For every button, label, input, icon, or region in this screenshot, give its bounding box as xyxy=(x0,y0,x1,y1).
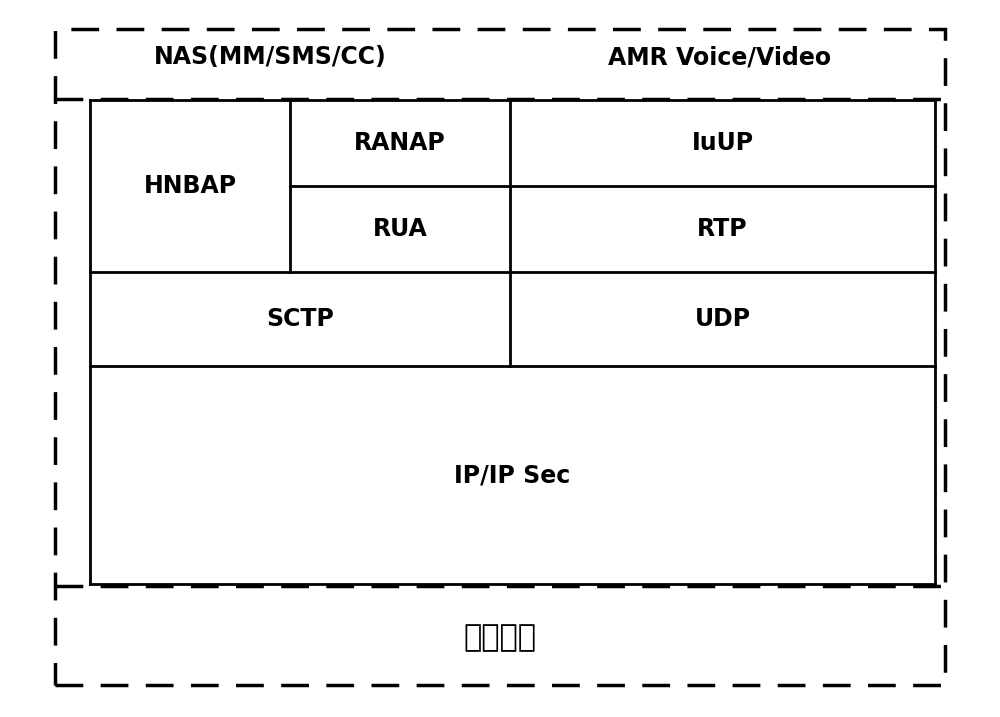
Text: IuUP: IuUP xyxy=(691,131,754,156)
Text: UDP: UDP xyxy=(694,307,751,331)
Text: RUA: RUA xyxy=(373,217,427,242)
Text: SCTP: SCTP xyxy=(266,307,334,331)
Text: NAS(MM/SMS/CC): NAS(MM/SMS/CC) xyxy=(154,45,386,70)
Text: AMR Voice/Video: AMR Voice/Video xyxy=(608,45,832,70)
Text: 底层协议: 底层协议 xyxy=(464,624,536,652)
Text: HNBAP: HNBAP xyxy=(143,174,237,199)
Text: IP/IP Sec: IP/IP Sec xyxy=(454,463,571,487)
Text: RTP: RTP xyxy=(697,217,748,242)
Text: RANAP: RANAP xyxy=(354,131,446,156)
